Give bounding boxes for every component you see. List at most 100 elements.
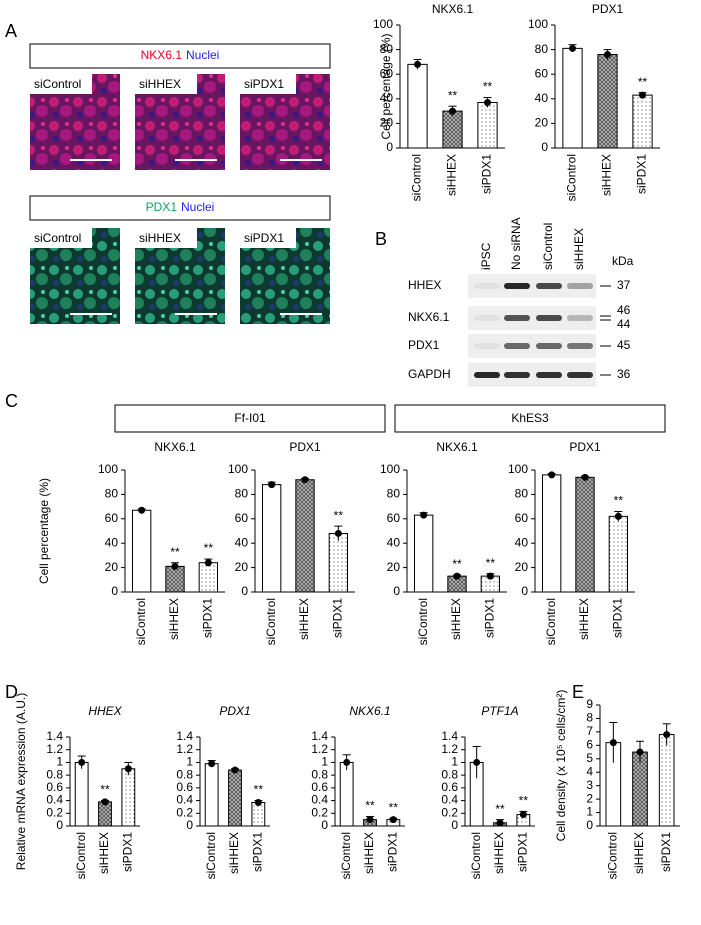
y-axis-label: Cell percentage (%)	[379, 33, 393, 139]
band	[474, 315, 500, 321]
y-tick-label: 1.4	[46, 729, 63, 743]
y-tick-label: 40	[105, 535, 119, 549]
band	[474, 283, 500, 289]
y-tick-label: 80	[535, 42, 549, 56]
x-tick-label: siControl	[606, 832, 620, 879]
bar	[204, 763, 219, 827]
x-tick-label: siControl	[469, 832, 483, 879]
data-dot	[614, 512, 622, 520]
band	[504, 372, 530, 378]
bar	[132, 509, 152, 593]
x-tick-label: siControl	[339, 832, 353, 879]
chart-title: PDX1	[592, 2, 624, 16]
blot-strip	[468, 306, 596, 330]
data-dot	[496, 819, 504, 827]
significance: **	[448, 88, 458, 102]
image-header: PDX1 Nuclei	[146, 200, 215, 214]
band	[567, 372, 593, 378]
chart-title: PDX1	[219, 704, 250, 718]
x-tick-label: siPDX1	[251, 832, 265, 872]
y-tick-label: 2	[586, 791, 593, 805]
image-label: siHHEX	[139, 231, 181, 245]
bar	[407, 63, 428, 149]
data-dot	[639, 91, 646, 99]
band	[567, 283, 593, 289]
data-dot	[414, 60, 421, 68]
y-tick-label: 1.2	[441, 742, 458, 756]
y-tick-label: 60	[105, 511, 119, 525]
data-dot	[366, 816, 374, 824]
chart-title: HHEX	[88, 704, 122, 718]
y-tick-label: 40	[387, 535, 401, 549]
group-box	[114, 404, 386, 433]
y-tick-label: 0	[56, 818, 63, 832]
y-tick-label: 60	[380, 66, 394, 80]
band	[536, 283, 562, 289]
band	[567, 343, 593, 349]
x-tick-label: siPDX1	[483, 598, 497, 638]
bar	[575, 476, 595, 593]
y-tick-label: 100	[373, 17, 393, 31]
data-dot	[473, 758, 481, 766]
significance: **	[254, 783, 264, 797]
y-tick-label: 20	[380, 116, 394, 130]
y-tick-label: 20	[387, 560, 401, 574]
significance: **	[638, 75, 648, 89]
x-tick-label: siHHEX	[362, 832, 376, 874]
chart-title: PDX1	[569, 440, 601, 454]
data-dot	[519, 811, 527, 819]
significance: **	[334, 508, 344, 522]
header-word: PDX1	[146, 200, 178, 214]
panel-label: B	[375, 229, 387, 249]
data-dot	[301, 476, 309, 484]
image-label: siControl	[34, 77, 81, 91]
y-tick-label: 1.4	[176, 729, 193, 743]
y-tick-label: 0.6	[46, 780, 63, 794]
bar	[597, 54, 618, 149]
y-axis-label: Cell density (x 10⁵ cells/cm²)	[554, 690, 568, 842]
chart-title: NKX6.1	[432, 2, 474, 16]
y-tick-label: 1	[56, 755, 63, 769]
data-dot	[124, 765, 132, 773]
x-tick-label: siHHEX	[600, 154, 614, 196]
y-tick-label: 20	[535, 116, 549, 130]
lane-label: siHHEX	[572, 228, 586, 270]
y-tick-label: 1	[321, 755, 328, 769]
data-dot	[389, 816, 397, 824]
bar	[251, 801, 266, 827]
x-tick-label: siHHEX	[449, 598, 463, 640]
y-tick-label: 0	[241, 584, 248, 598]
bar	[339, 761, 354, 827]
significance: **	[495, 802, 505, 816]
x-tick-label: siPDX1	[635, 154, 649, 194]
y-tick-label: 1	[586, 805, 593, 819]
bar	[608, 515, 629, 593]
image-label: siControl	[34, 231, 81, 245]
chart-title: NKX6.1	[349, 704, 390, 718]
y-tick-label: 20	[515, 560, 529, 574]
y-tick-label: 20	[235, 560, 249, 574]
x-tick-label: siControl	[410, 154, 424, 201]
image-label: siPDX1	[244, 231, 284, 245]
x-tick-label: siControl	[134, 598, 148, 645]
y-tick-label: 0.6	[311, 780, 328, 794]
y-tick-label: 20	[105, 560, 119, 574]
data-dot	[231, 766, 239, 774]
y-tick-label: 0	[521, 584, 528, 598]
data-dot	[268, 481, 276, 489]
panel-label: E	[572, 682, 584, 702]
y-tick-label: 1.2	[176, 742, 193, 756]
data-dot	[343, 758, 351, 766]
chart-title: NKX6.1	[436, 440, 478, 454]
y-tick-label: 1.2	[46, 742, 63, 756]
data-dot	[208, 760, 216, 768]
significance: **	[170, 545, 180, 559]
blot-row-label: PDX1	[408, 338, 440, 352]
data-dot	[581, 473, 589, 481]
y-tick-label: 0	[186, 818, 193, 832]
y-tick-label: 3	[586, 778, 593, 792]
y-tick-label: 1	[451, 755, 458, 769]
y-tick-label: 80	[387, 487, 401, 501]
significance: **	[389, 801, 399, 815]
y-tick-label: 5	[586, 751, 593, 765]
